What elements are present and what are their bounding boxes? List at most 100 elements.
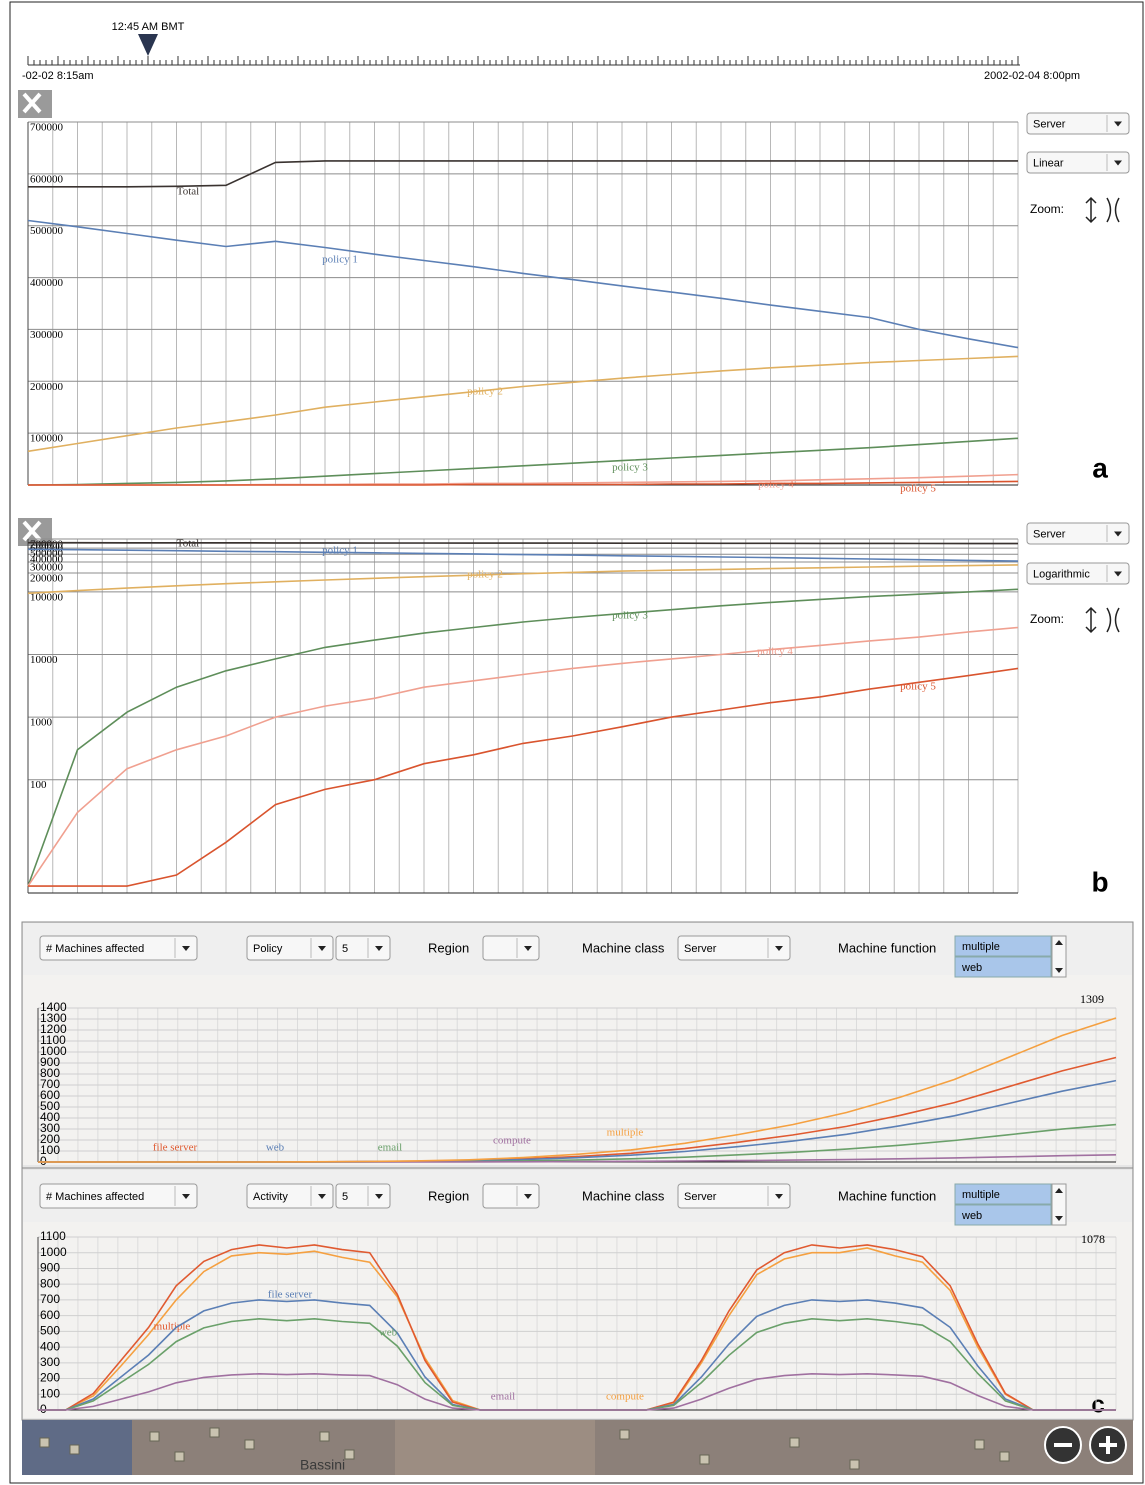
- map-zoom-button[interactable]: [1090, 1427, 1126, 1463]
- zoom-icon: [1107, 198, 1119, 222]
- y-tick-label: 0: [40, 1402, 47, 1416]
- series-label: Total: [177, 538, 199, 550]
- option-text: web: [961, 1210, 982, 1222]
- class-label: Machine class: [582, 940, 665, 955]
- dropdown-value: 5: [342, 943, 348, 955]
- dropdown-value: Server: [1033, 118, 1066, 130]
- measure-dropdown[interactable]: # Machines affected: [40, 936, 197, 960]
- y-tick-label: 1100: [40, 1229, 66, 1243]
- source-dropdown[interactable]: Server: [1027, 523, 1129, 544]
- map-building: [345, 1450, 354, 1459]
- y-tick-label: 100000: [30, 433, 64, 445]
- series-label: policy 3: [612, 610, 648, 622]
- figure: 12:45 AM BMT-02-02 8:15am2002-02-04 8:00…: [0, 0, 1145, 1485]
- y-tick-label: 900: [40, 1261, 60, 1275]
- y-tick-label: 300000: [30, 329, 64, 341]
- map-building: [790, 1438, 799, 1447]
- series-label: policy 1: [322, 545, 358, 557]
- series-label: multiple: [607, 1127, 644, 1139]
- series-label: policy 5: [900, 681, 936, 693]
- zoom-icon: [1086, 608, 1096, 632]
- series-label: email: [378, 1142, 402, 1154]
- series-label: policy 1: [322, 254, 358, 266]
- series-label: policy 2: [467, 386, 503, 398]
- function-option[interactable]: web: [955, 1205, 1051, 1225]
- count-dropdown[interactable]: 5: [336, 936, 390, 960]
- series-label: policy 5: [900, 483, 936, 495]
- timeline-end: 2002-02-04 8:00pm: [984, 70, 1080, 82]
- dropdown-value: Server: [1033, 528, 1066, 540]
- measure-dropdown[interactable]: # Machines affected: [40, 1184, 197, 1208]
- zoom-pinch[interactable]: [1107, 198, 1119, 222]
- function-option[interactable]: multiple: [955, 936, 1051, 956]
- map-building: [320, 1432, 329, 1441]
- series-label: policy 3: [612, 462, 648, 474]
- function-option[interactable]: multiple: [955, 1184, 1051, 1204]
- option-text: web: [961, 962, 982, 974]
- y-tick-label: 500: [40, 1324, 60, 1338]
- count-dropdown[interactable]: 5: [336, 1184, 390, 1208]
- y-tick-label: 100: [30, 779, 47, 791]
- scale-dropdown[interactable]: Logarithmic: [1027, 563, 1129, 584]
- map-building: [175, 1452, 184, 1461]
- annotation: 1078: [1081, 1232, 1105, 1246]
- option-text: multiple: [962, 941, 1000, 953]
- map-building: [70, 1445, 79, 1454]
- panel-label: b: [1091, 866, 1108, 897]
- panel-label: c: [1091, 1391, 1104, 1418]
- map-building: [850, 1460, 859, 1469]
- map-building: [975, 1440, 984, 1449]
- function-label: Machine function: [838, 1188, 936, 1203]
- series-label: compute: [606, 1391, 644, 1403]
- timeline-marker[interactable]: [138, 34, 158, 56]
- y-tick-label: 200000: [30, 573, 64, 585]
- dropdown-value: Linear: [1033, 157, 1064, 169]
- zoom-vertical[interactable]: [1086, 608, 1096, 632]
- region-dropdown[interactable]: [483, 1184, 539, 1208]
- zoom-icon: [1086, 198, 1096, 222]
- source-dropdown[interactable]: Server: [1027, 113, 1129, 134]
- class-label: Machine class: [582, 1188, 665, 1203]
- map-building: [245, 1440, 254, 1449]
- y-tick-label: 800: [40, 1276, 60, 1290]
- map-building: [150, 1432, 159, 1441]
- class-dropdown[interactable]: Server: [678, 936, 790, 960]
- map-zoom-button[interactable]: [1045, 1427, 1081, 1463]
- y-tick-label: 1400: [40, 1000, 67, 1014]
- zoom-vertical[interactable]: [1086, 198, 1096, 222]
- timeline-marker-label: 12:45 AM BMT: [112, 21, 185, 33]
- scale-dropdown[interactable]: Linear: [1027, 152, 1129, 173]
- zoom-label: Zoom:: [1030, 612, 1064, 626]
- zoom-pinch[interactable]: [1107, 608, 1119, 632]
- y-tick-label: 300: [40, 1355, 60, 1369]
- dropdown-value: Activity: [253, 1191, 288, 1203]
- y-tick-label: 600000: [30, 173, 64, 185]
- series-label: file server: [268, 1289, 313, 1301]
- group-dropdown[interactable]: Activity: [247, 1184, 333, 1208]
- region-dropdown[interactable]: [483, 936, 539, 960]
- series-label: email: [491, 1391, 515, 1403]
- series-label: file server: [153, 1142, 198, 1154]
- series-label: policy 4: [758, 479, 794, 491]
- annotation: 1309: [1080, 992, 1104, 1006]
- map-building: [1000, 1452, 1009, 1461]
- close-button[interactable]: [18, 90, 52, 118]
- dropdown-box: [483, 936, 539, 960]
- series-label: Total: [177, 186, 199, 198]
- function-option[interactable]: web: [955, 957, 1051, 977]
- y-tick-label: 400: [40, 1339, 60, 1353]
- dropdown-value: Server: [684, 943, 717, 955]
- option-text: multiple: [962, 1189, 1000, 1201]
- y-tick-label: 600: [40, 1308, 60, 1322]
- function-label: Machine function: [838, 940, 936, 955]
- series-label: web: [266, 1142, 285, 1154]
- class-dropdown[interactable]: Server: [678, 1184, 790, 1208]
- y-tick-label: 10000: [30, 654, 58, 666]
- series-label: policy 2: [467, 569, 503, 581]
- y-tick-label: 1000: [40, 1245, 67, 1259]
- dropdown-value: Policy: [253, 943, 283, 955]
- y-tick-label: 100: [40, 1386, 60, 1400]
- group-dropdown[interactable]: Policy: [247, 936, 333, 960]
- dropdown-box: [483, 1184, 539, 1208]
- dropdown-value: 5: [342, 1191, 348, 1203]
